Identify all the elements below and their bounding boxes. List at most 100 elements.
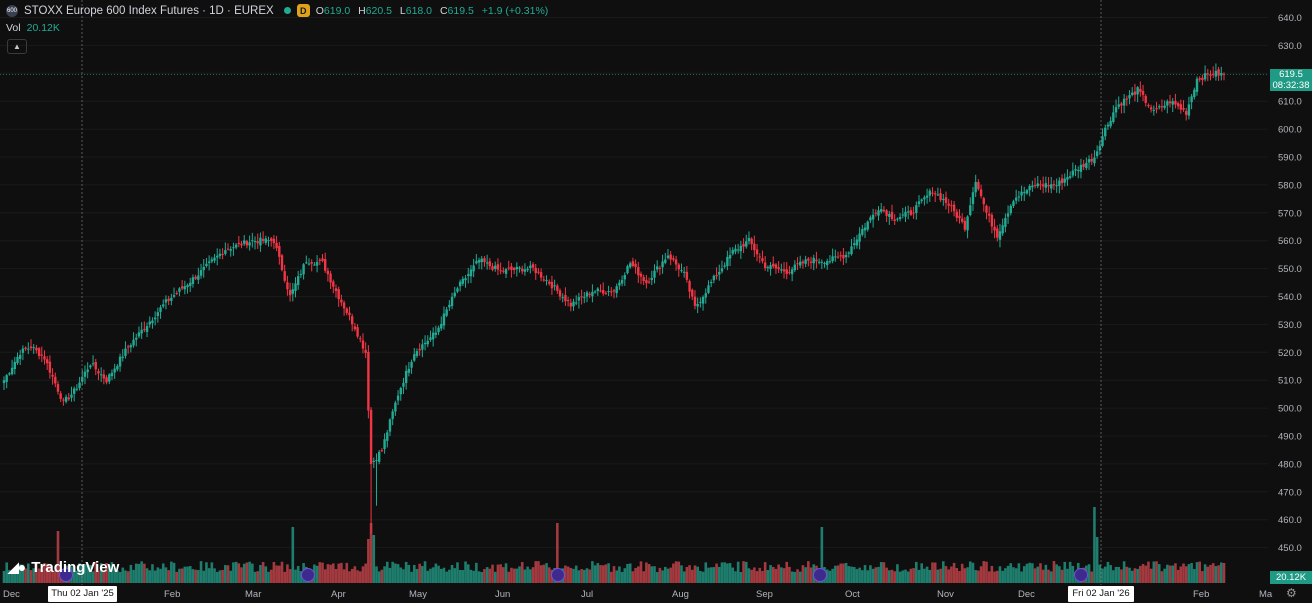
chevron-up-icon[interactable]: ▲ <box>7 39 27 54</box>
volume-bar <box>601 565 605 583</box>
volume-bar <box>941 561 945 583</box>
candle-body <box>72 388 76 394</box>
candle-body <box>599 290 602 292</box>
candle-body <box>234 244 238 248</box>
volume-bar <box>437 565 440 583</box>
tradingview-logo[interactable]: ◢● TradingView <box>8 559 119 576</box>
volume-bar <box>720 562 724 583</box>
candle-body <box>788 271 791 273</box>
volume-bar <box>1012 567 1015 583</box>
candle <box>153 311 157 326</box>
candle <box>394 400 397 416</box>
candle-body <box>634 263 637 268</box>
candle <box>696 297 699 314</box>
candle <box>585 290 589 303</box>
candle-body <box>348 312 351 316</box>
volume-bar <box>153 570 157 583</box>
candle-body <box>623 275 626 280</box>
volume-bar <box>118 571 122 583</box>
volume-bar <box>377 571 381 583</box>
candle-body <box>1090 158 1093 162</box>
candle <box>105 375 108 385</box>
candle-body <box>750 238 753 245</box>
symbol-title[interactable]: STOXX Europe 600 Index Futures · 1D · EU… <box>24 4 274 17</box>
volume-bar <box>642 571 645 583</box>
candle <box>226 243 230 251</box>
candle <box>766 265 770 272</box>
volume-bar <box>888 570 891 583</box>
candle <box>607 285 610 296</box>
candle <box>1155 101 1158 114</box>
volume-bar <box>45 563 49 583</box>
volume-bar <box>226 565 230 583</box>
candle <box>826 258 829 270</box>
candle-body <box>396 395 400 401</box>
candle-body <box>904 211 907 217</box>
volume-bar <box>148 570 152 583</box>
candle <box>21 345 25 361</box>
candle <box>253 236 257 250</box>
volume-bar <box>461 570 465 583</box>
candle-body <box>477 259 481 263</box>
time-tick-label: Jul <box>581 589 593 600</box>
volume-bar <box>1190 563 1193 583</box>
volume-bar <box>1176 569 1180 583</box>
candle-body <box>126 346 130 348</box>
candle-body <box>170 297 173 301</box>
candle-body <box>742 243 745 247</box>
ohlc-close-value: 619.5 <box>447 4 474 17</box>
candle <box>723 262 726 269</box>
volume-bar <box>834 565 837 583</box>
volume-bar <box>1098 564 1102 583</box>
candle-body <box>1028 185 1031 191</box>
volume-bar <box>879 562 883 583</box>
candle <box>982 196 985 212</box>
volume-bar <box>747 568 751 583</box>
time-tick-label: Dec <box>3 589 20 600</box>
candle-body <box>1060 178 1064 184</box>
volume-bar <box>712 567 716 583</box>
candle-body <box>952 204 956 212</box>
candle <box>1074 164 1077 177</box>
candle <box>1109 116 1112 129</box>
candle-body <box>588 293 591 295</box>
candle <box>162 299 165 309</box>
volume-bar <box>37 568 41 583</box>
candle <box>2 376 6 391</box>
candle <box>950 200 953 212</box>
candle <box>1071 162 1075 178</box>
price-tick-label: 570.0 <box>1278 208 1302 219</box>
candle <box>931 187 934 197</box>
dividend-badge[interactable]: D <box>296 4 310 17</box>
candle-body <box>1098 146 1102 151</box>
volume-legend[interactable]: Vol 20.12K <box>6 22 60 34</box>
candle-body <box>105 377 108 383</box>
volume-bar <box>1101 568 1104 583</box>
candle-body <box>442 313 446 326</box>
candle <box>831 248 834 264</box>
candle <box>715 267 718 280</box>
candle-body <box>48 361 52 373</box>
event-marker-icon <box>551 568 565 582</box>
volume-bar <box>207 568 211 583</box>
candle-body <box>766 267 770 269</box>
gear-icon[interactable]: ⚙ <box>1286 586 1297 600</box>
candle <box>933 190 937 202</box>
candle <box>637 261 640 284</box>
candle <box>118 353 122 372</box>
candle-body <box>367 351 370 411</box>
candle-body <box>275 242 278 249</box>
candle <box>510 263 513 278</box>
candle-body <box>550 281 554 289</box>
time-tick-label: Aug <box>672 589 689 600</box>
candle <box>475 254 478 265</box>
candle <box>612 288 616 299</box>
candle <box>402 377 405 395</box>
candle-body <box>575 302 578 304</box>
volume-bar <box>631 571 635 583</box>
candle-body <box>1193 89 1196 98</box>
candle-body <box>950 205 953 207</box>
candle-body <box>987 213 991 216</box>
volume-bar <box>564 565 567 583</box>
